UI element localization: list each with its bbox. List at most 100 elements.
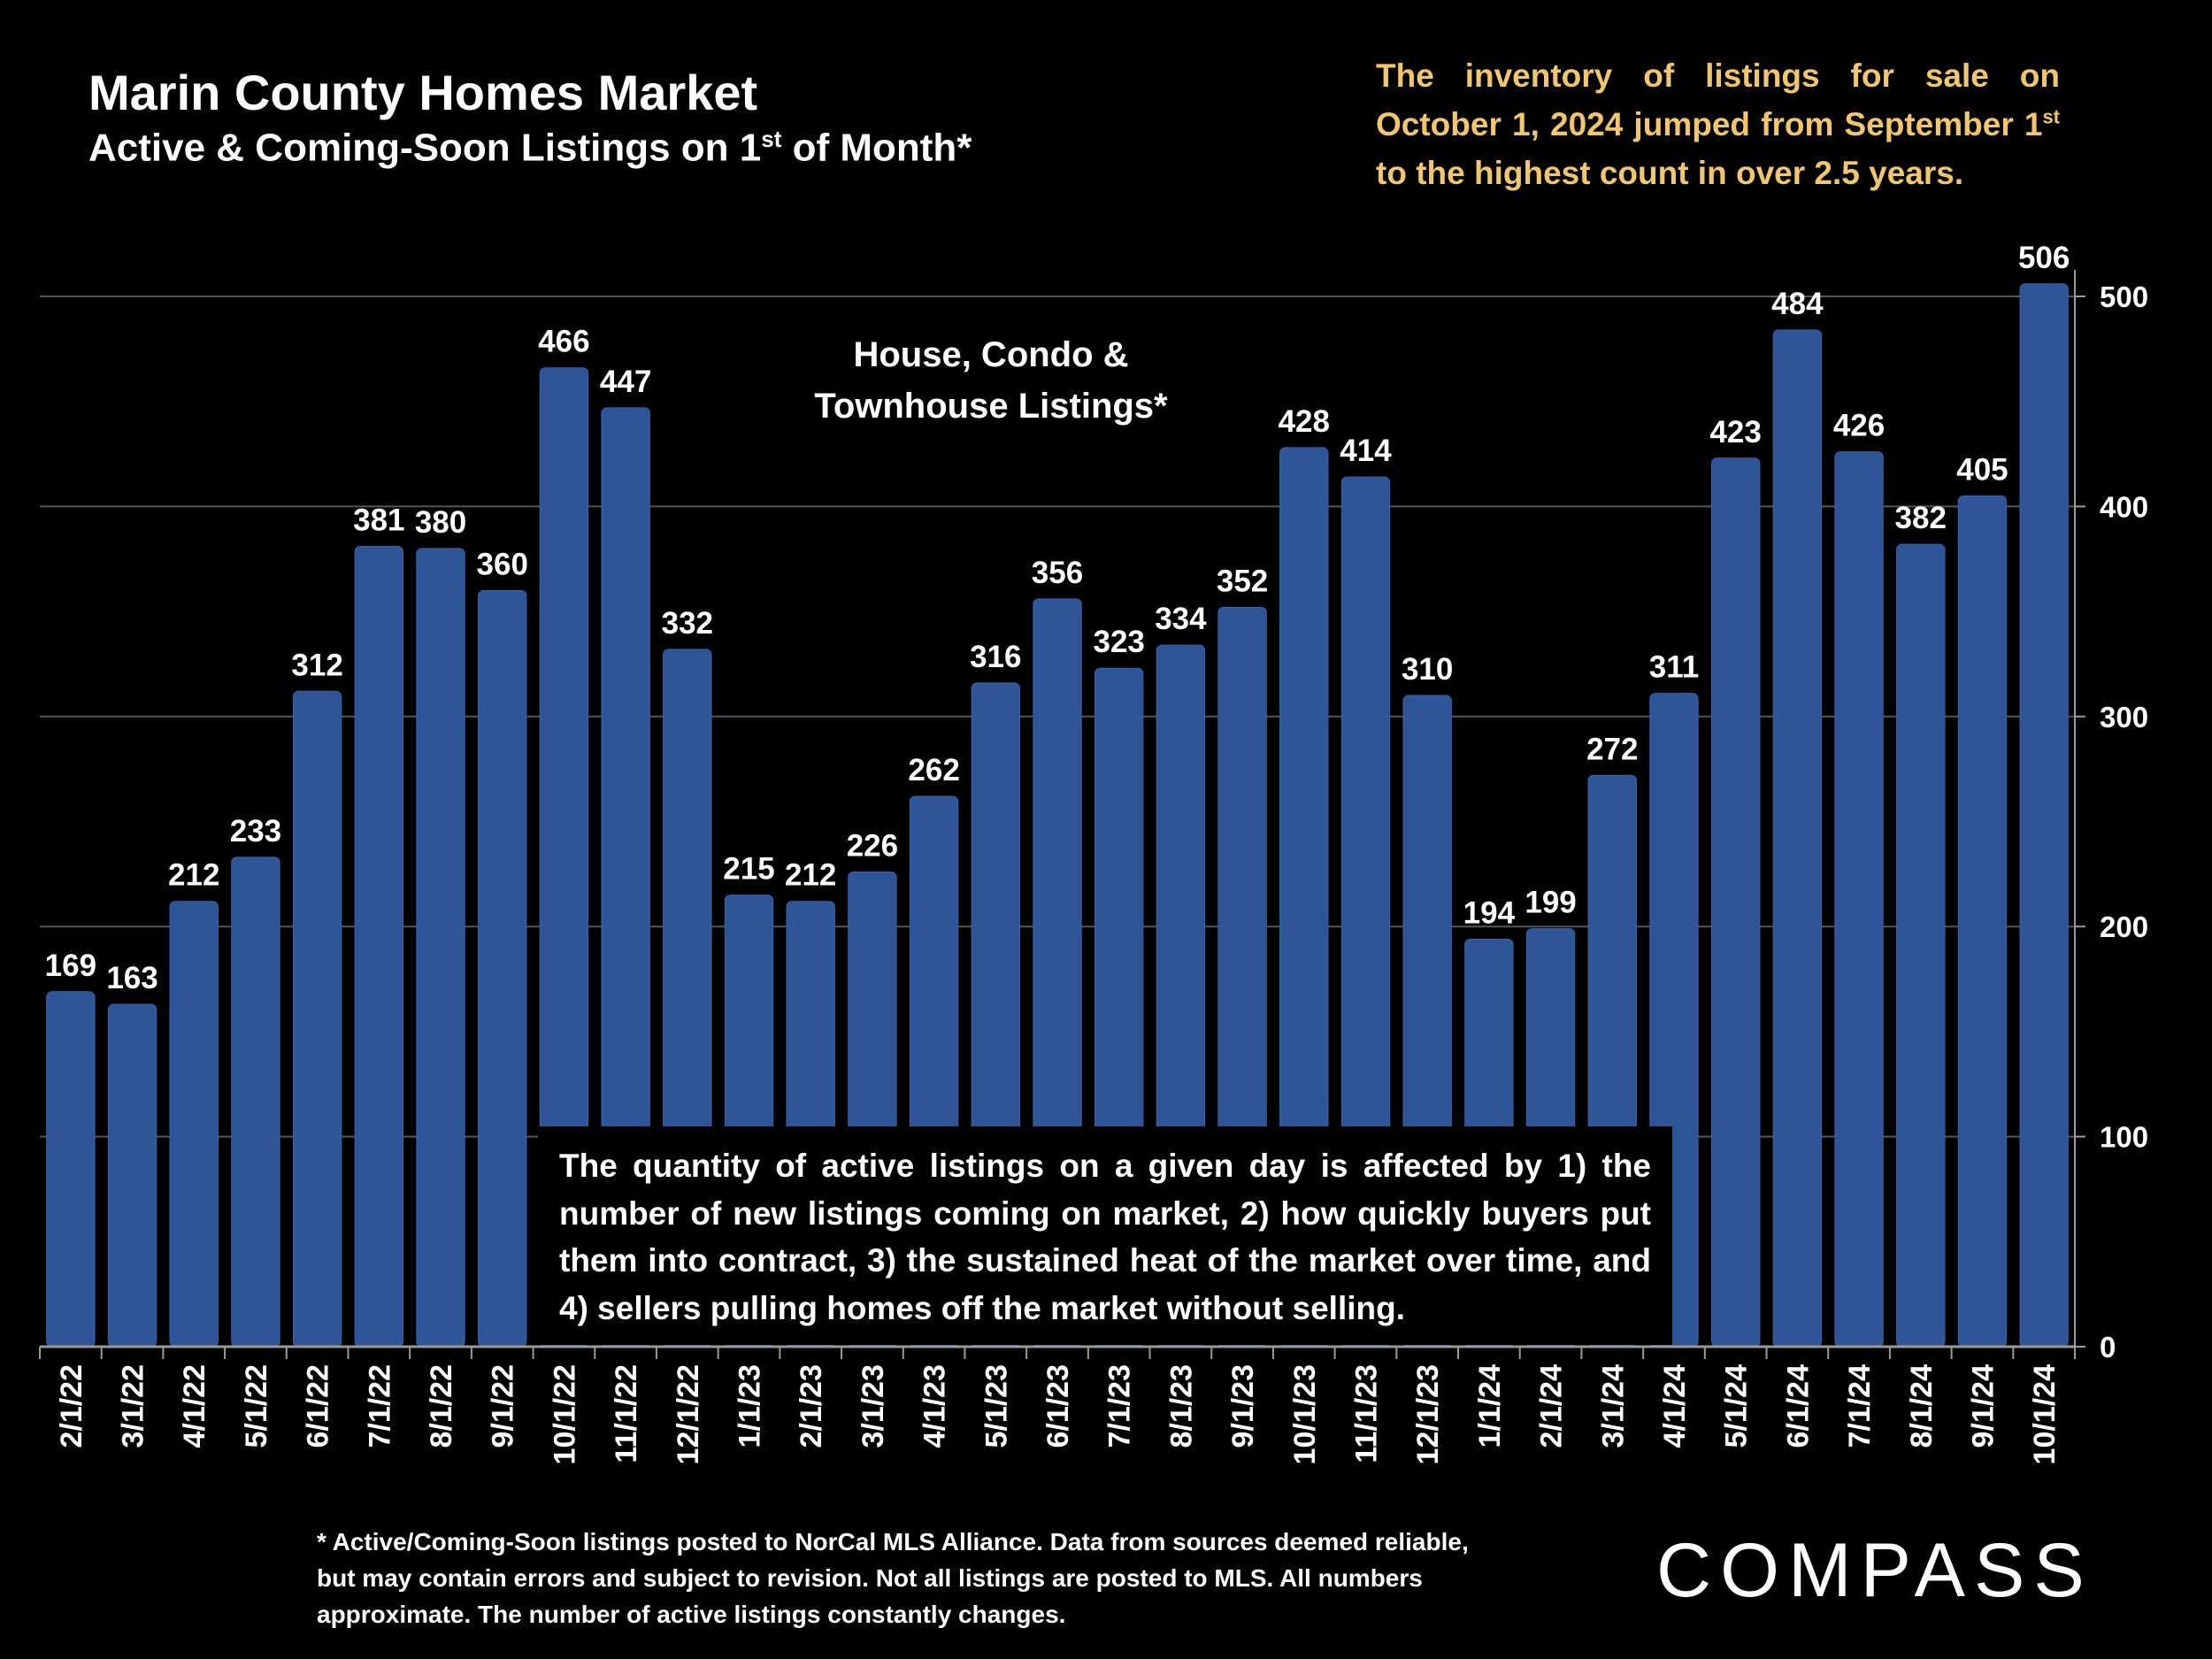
- x-tick-label: 2/1/22: [55, 1364, 88, 1448]
- bar: [416, 548, 465, 1348]
- compass-logo: COMPASS: [1656, 1528, 2093, 1613]
- data-label: 194: [1463, 895, 1516, 930]
- data-label: 233: [230, 814, 281, 849]
- callout-text-end: to the highest count in over 2.5 years.: [1376, 155, 1964, 191]
- subtitle-text-end: of Month*: [781, 126, 972, 170]
- x-tick-label: 7/1/24: [1843, 1364, 1877, 1448]
- x-tick-label: 7/1/22: [363, 1364, 396, 1448]
- bar: [1957, 495, 2008, 1348]
- x-tick-label: 5/1/24: [1720, 1364, 1754, 1448]
- data-label: 382: [1895, 501, 1947, 535]
- x-tick-label: 8/1/24: [1905, 1364, 1939, 1448]
- footnote: * Active/Coming-Soon listings posted to …: [317, 1528, 1469, 1628]
- x-tick-label: 2/1/23: [795, 1364, 828, 1448]
- bar: [1896, 543, 1946, 1348]
- bar: [1710, 457, 1761, 1348]
- x-tick-label: 3/1/23: [856, 1364, 890, 1448]
- y-tick-label: 300: [2100, 701, 2148, 733]
- data-label: 332: [662, 606, 713, 641]
- y-tick-label: 0: [2100, 1331, 2116, 1363]
- x-tick-label: 10/1/22: [548, 1364, 581, 1464]
- chart-subtitle: Active & Coming-Soon Listings on 1st of …: [88, 126, 972, 171]
- data-label: 414: [1340, 434, 1392, 468]
- data-label: 226: [847, 828, 898, 863]
- data-label: 212: [785, 858, 836, 893]
- x-tick-label: 5/1/22: [240, 1364, 273, 1448]
- x-tick-label: 6/1/24: [1781, 1364, 1815, 1448]
- bar: [354, 546, 404, 1348]
- x-tick-label: 1/1/24: [1473, 1364, 1507, 1448]
- series-label: House, Condo & Townhouse Listings*: [814, 335, 1168, 426]
- x-tick-label: 9/1/22: [487, 1364, 520, 1448]
- bar: [1772, 329, 1823, 1348]
- data-label: 405: [1956, 453, 2008, 488]
- x-tick-label: 2/1/24: [1535, 1364, 1569, 1448]
- x-tick-label: 1/1/23: [733, 1364, 767, 1448]
- x-tick-label: 11/1/23: [1349, 1364, 1383, 1463]
- bar: [169, 901, 219, 1348]
- data-label: 212: [168, 858, 219, 893]
- y-tick-label: 100: [2100, 1121, 2148, 1154]
- x-tick-label: 7/1/23: [1103, 1364, 1137, 1448]
- data-label: 423: [1709, 415, 1761, 449]
- callout-text: The inventory of listings for sale on Oc…: [1376, 58, 2060, 142]
- data-label: 323: [1093, 625, 1144, 659]
- x-tick-label: 6/1/23: [1041, 1364, 1075, 1448]
- data-label: 272: [1586, 732, 1638, 766]
- data-label: 312: [291, 648, 342, 682]
- inventory-callout: The inventory of listings for sale on Oc…: [1376, 51, 2060, 197]
- data-label: 426: [1833, 409, 1885, 443]
- data-label: 316: [970, 640, 1021, 674]
- bar: [46, 991, 96, 1348]
- x-tick-label: 11/1/22: [610, 1364, 643, 1463]
- data-label: 262: [908, 753, 959, 787]
- x-tick-label: 12/1/22: [672, 1364, 705, 1464]
- data-label: 356: [1032, 556, 1083, 590]
- x-tick-label: 9/1/24: [1966, 1364, 2000, 1448]
- data-label: 310: [1402, 652, 1453, 687]
- x-tick-label: 8/1/23: [1164, 1364, 1198, 1448]
- listings-bar-chart: 0 100 200 300 400 500 169 2/1/22 163 3/1/22 212 4/1…: [39, 241, 2148, 1465]
- bar: [1834, 451, 1884, 1348]
- bar: [107, 1003, 157, 1348]
- subtitle-superscript: st: [761, 126, 782, 152]
- chart-title: Marin County Homes Market: [88, 65, 758, 120]
- y-tick-label: 200: [2100, 910, 2148, 943]
- data-label: 163: [106, 961, 157, 995]
- data-label: 380: [415, 505, 466, 540]
- x-tick-label: 9/1/23: [1226, 1364, 1260, 1448]
- x-tick-label: 5/1/23: [979, 1364, 1013, 1448]
- x-tick-label: 6/1/22: [302, 1364, 335, 1448]
- data-label: 428: [1279, 404, 1330, 439]
- data-label: 360: [477, 547, 528, 581]
- data-label: 311: [1649, 650, 1699, 685]
- data-label: 199: [1525, 886, 1576, 920]
- bar: [2019, 283, 2069, 1348]
- data-label: 215: [723, 852, 774, 887]
- bar: [292, 690, 342, 1348]
- callout-superscript: st: [2042, 105, 2060, 128]
- bar: [478, 589, 527, 1348]
- x-tick-label: 4/1/23: [918, 1364, 952, 1448]
- x-tick-label: 8/1/22: [425, 1364, 458, 1448]
- y-tick-label: 500: [2100, 280, 2148, 313]
- data-label: 381: [353, 503, 404, 538]
- y-tick-label: 400: [2100, 490, 2148, 523]
- data-label: 352: [1217, 564, 1268, 598]
- x-tick-label: 10/1/23: [1288, 1364, 1322, 1464]
- subtitle-text: Active & Coming-Soon Listings on 1: [88, 126, 762, 170]
- data-label: 334: [1155, 602, 1207, 636]
- x-tick-label: 3/1/22: [117, 1364, 150, 1448]
- x-tick-label: 3/1/24: [1596, 1364, 1630, 1448]
- data-label: 447: [600, 365, 651, 399]
- bar: [231, 856, 280, 1348]
- x-tick-label: 12/1/23: [1411, 1364, 1445, 1464]
- explanatory-note: The quantity of active listings on a giv…: [538, 1126, 1672, 1345]
- data-label: 169: [45, 949, 96, 983]
- data-label: 466: [538, 325, 589, 359]
- x-tick-label: 4/1/24: [1658, 1364, 1692, 1448]
- data-label: 484: [1771, 287, 1824, 321]
- data-label: 506: [2018, 241, 2070, 275]
- x-tick-label: 4/1/22: [178, 1364, 211, 1448]
- x-tick-label: 10/1/24: [2028, 1364, 2062, 1465]
